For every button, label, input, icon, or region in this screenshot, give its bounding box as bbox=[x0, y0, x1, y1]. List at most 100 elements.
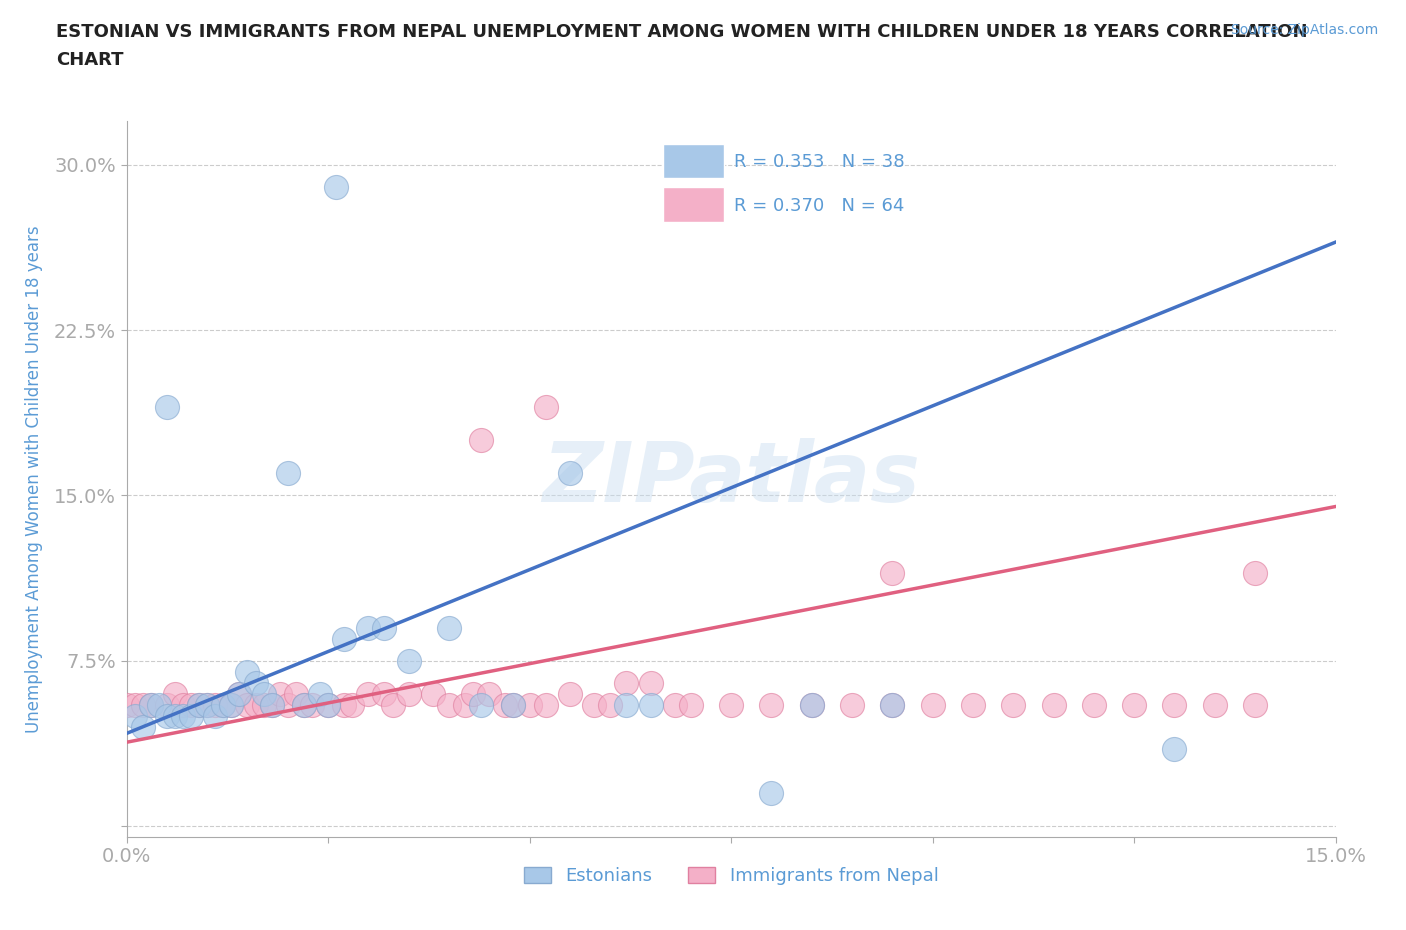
Point bbox=[228, 686, 250, 701]
Point bbox=[1244, 565, 1267, 580]
Point bbox=[1123, 698, 1146, 712]
Point bbox=[1002, 698, 1025, 712]
Point bbox=[398, 653, 420, 668]
Point bbox=[921, 698, 943, 712]
Point bbox=[292, 698, 315, 712]
Point bbox=[882, 698, 904, 712]
Point bbox=[1163, 698, 1185, 712]
Point bbox=[139, 698, 162, 712]
Point bbox=[212, 698, 235, 712]
Point bbox=[463, 686, 485, 701]
Point bbox=[301, 698, 323, 712]
Point bbox=[124, 698, 146, 712]
Point bbox=[422, 686, 444, 701]
Point bbox=[519, 698, 541, 712]
Point bbox=[558, 686, 581, 701]
Point bbox=[381, 698, 404, 712]
Point bbox=[558, 466, 581, 481]
Point bbox=[228, 686, 250, 701]
Point bbox=[333, 631, 356, 646]
Point bbox=[156, 709, 179, 724]
Point bbox=[664, 698, 686, 712]
Point bbox=[180, 698, 202, 712]
Point bbox=[761, 786, 783, 801]
Y-axis label: Unemployment Among Women with Children Under 18 years: Unemployment Among Women with Children U… bbox=[25, 225, 44, 733]
Point bbox=[454, 698, 477, 712]
Point bbox=[1244, 698, 1267, 712]
Point bbox=[180, 709, 202, 724]
Point bbox=[204, 709, 226, 724]
Point bbox=[236, 664, 259, 679]
Point bbox=[131, 720, 153, 735]
Point bbox=[494, 698, 516, 712]
Point bbox=[252, 686, 274, 701]
Point bbox=[269, 686, 291, 701]
Point bbox=[800, 698, 823, 712]
Point bbox=[188, 698, 211, 712]
Point bbox=[309, 686, 332, 701]
Point bbox=[373, 686, 395, 701]
Point bbox=[221, 698, 243, 712]
Point bbox=[316, 698, 339, 712]
Point bbox=[172, 698, 194, 712]
Point bbox=[172, 709, 194, 724]
Point bbox=[277, 698, 299, 712]
Point bbox=[316, 698, 339, 712]
Point bbox=[599, 698, 621, 712]
Point bbox=[437, 620, 460, 635]
Point bbox=[221, 698, 243, 712]
Point bbox=[1083, 698, 1105, 712]
Text: ESTONIAN VS IMMIGRANTS FROM NEPAL UNEMPLOYMENT AMONG WOMEN WITH CHILDREN UNDER 1: ESTONIAN VS IMMIGRANTS FROM NEPAL UNEMPL… bbox=[56, 23, 1308, 41]
Point bbox=[962, 698, 984, 712]
Point bbox=[534, 400, 557, 415]
Text: CHART: CHART bbox=[56, 51, 124, 69]
Point bbox=[204, 698, 226, 712]
Point bbox=[131, 698, 153, 712]
Point bbox=[148, 698, 170, 712]
Point bbox=[245, 698, 267, 712]
Point bbox=[679, 698, 702, 712]
Point bbox=[156, 698, 179, 712]
Point bbox=[139, 698, 162, 712]
Point bbox=[1204, 698, 1226, 712]
Point bbox=[252, 698, 274, 712]
Point bbox=[1042, 698, 1064, 712]
Point bbox=[720, 698, 742, 712]
Point bbox=[260, 698, 283, 712]
Point bbox=[1163, 741, 1185, 756]
Point bbox=[882, 698, 904, 712]
Point bbox=[373, 620, 395, 635]
Point bbox=[761, 698, 783, 712]
Point bbox=[236, 698, 259, 712]
Point bbox=[502, 698, 524, 712]
Point bbox=[841, 698, 863, 712]
Point bbox=[882, 565, 904, 580]
Legend: Estonians, Immigrants from Nepal: Estonians, Immigrants from Nepal bbox=[516, 859, 946, 893]
Point bbox=[583, 698, 606, 712]
Point bbox=[260, 698, 283, 712]
Point bbox=[502, 698, 524, 712]
Point bbox=[188, 698, 211, 712]
Point bbox=[212, 698, 235, 712]
Point bbox=[333, 698, 356, 712]
Point bbox=[470, 698, 492, 712]
Point bbox=[292, 698, 315, 712]
Point bbox=[437, 698, 460, 712]
Text: Source: ZipAtlas.com: Source: ZipAtlas.com bbox=[1230, 23, 1378, 37]
Point bbox=[478, 686, 501, 701]
Point bbox=[163, 709, 186, 724]
Point bbox=[115, 698, 138, 712]
Point bbox=[277, 466, 299, 481]
Point bbox=[325, 179, 347, 194]
Point bbox=[245, 675, 267, 690]
Text: ZIPatlas: ZIPatlas bbox=[543, 438, 920, 520]
Point bbox=[284, 686, 307, 701]
Point bbox=[470, 433, 492, 448]
Point bbox=[614, 675, 637, 690]
Point bbox=[124, 709, 146, 724]
Point bbox=[800, 698, 823, 712]
Point bbox=[640, 698, 662, 712]
Point bbox=[534, 698, 557, 712]
Point bbox=[195, 698, 218, 712]
Point bbox=[195, 698, 218, 712]
